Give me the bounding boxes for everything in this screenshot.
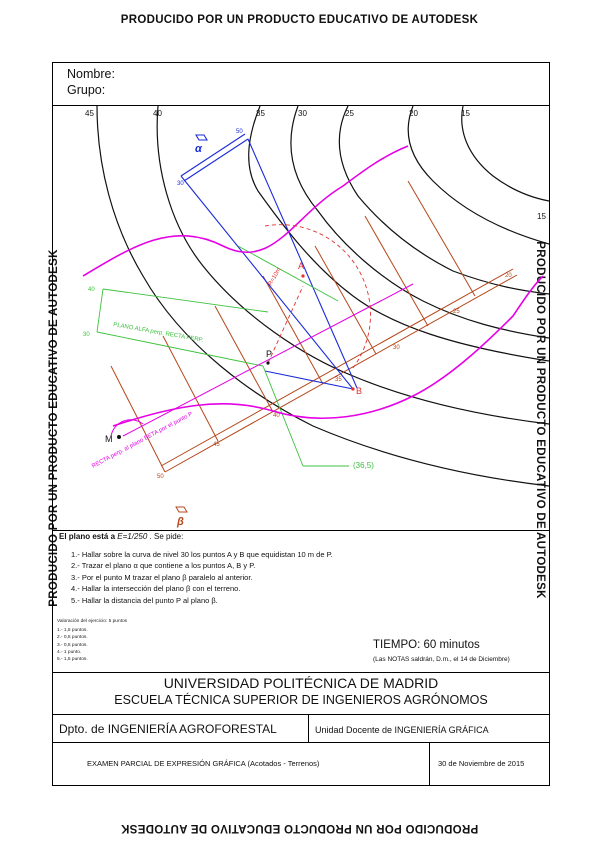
unit-label: Unidad Docente de INGENIERÍA GRÁFICA [315, 725, 489, 735]
contour-lines [96, 106, 549, 487]
beta-scale-40: 40 [273, 413, 280, 419]
watermark-bottom: PRODUCIDO POR UN PRODUCTO EDUCATIVO DE A… [120, 822, 479, 834]
step-2: 2.- Trazar el plano α que contiene a los… [71, 561, 256, 570]
beta-scale-45: 45 [213, 442, 220, 448]
auxiliary-construction [96, 245, 349, 467]
green-label-30: 30 [83, 332, 90, 338]
beta-plane [110, 180, 518, 473]
point-36-5-label: (36,5) [353, 461, 374, 470]
beta-scale-30: 30 [393, 345, 400, 351]
step-4: 4.- Hallar la intersección del plano β c… [71, 584, 241, 593]
beta-scale-25: 25 [453, 309, 460, 315]
beta-scale-35: 35 [335, 377, 342, 383]
point-p: P [266, 349, 272, 359]
alpha-plane [180, 133, 358, 390]
scoring-item: 4.- 1 punto. [57, 649, 82, 655]
divider [308, 714, 309, 742]
alpha-scale-30: 30 [177, 181, 184, 187]
school-title: ESCUELA TÉCNICA SUPERIOR DE INGENIEROS A… [114, 693, 488, 707]
divider [53, 530, 549, 531]
department-label: Dpto. de INGENIERÍA AGROFORESTAL [59, 722, 277, 736]
step-1: 1.- Hallar sobre la curva de nivel 30 lo… [71, 549, 333, 559]
watermark-top: PRODUCIDO POR UN PRODUCTO EDUCATIVO DE A… [120, 14, 479, 26]
notes-label: (Las NOTAS saldrán, D.m., el 14 de Dicie… [373, 656, 510, 663]
name-block: Nombre: Grupo: [67, 66, 115, 98]
points: P A B M [105, 261, 362, 444]
scoring-item: 2.- 0,5 puntos. [57, 635, 88, 641]
grupo-label: Grupo: [67, 83, 106, 97]
point-m: M [105, 434, 113, 444]
contour-label-20: 20 [409, 109, 418, 118]
scoring-title: Valoración del ejercicio: 5 puntos [57, 619, 128, 624]
point-a: A [298, 261, 304, 271]
point-b: B [356, 386, 362, 396]
contour-label-45: 45 [85, 109, 94, 118]
contour-label-25: 25 [345, 109, 354, 118]
step-3: 3.- Por el punto M trazar el plano β par… [71, 572, 253, 582]
beta-scale-20: 20 [505, 273, 512, 279]
scoring-block: Valoración del ejercicio: 5 puntos 1.- 1… [57, 618, 127, 663]
time-label: TIEMPO: 60 minutos [373, 639, 480, 651]
university-title: UNIVERSIDAD POLITÉCNICA DE MADRID [163, 675, 439, 691]
step-5: 5.- Hallar la distancia del punto P al p… [71, 595, 218, 605]
contour-label-right-15: 15 [537, 212, 546, 221]
divider [53, 672, 549, 673]
scoring-item: 1.- 1,5 puntos. [57, 628, 88, 634]
beta-label: β [176, 516, 184, 528]
scoring-item: 3.- 0,5 puntos. [57, 642, 88, 648]
exam-date: 30 de Noviembre de 2015 [438, 759, 525, 768]
divider [53, 714, 549, 715]
divider [429, 742, 430, 786]
radius-label: R=10m [268, 267, 283, 287]
contour-label-40: 40 [153, 109, 162, 118]
radius-circle [264, 224, 371, 369]
terrain-intersection [82, 145, 544, 437]
scoring-item: 5.- 1,5 puntos. [57, 657, 88, 663]
nombre-label: Nombre: [67, 67, 115, 81]
exam-sheet: Nombre: Grupo: 45 40 35 30 25 20 15 15 [52, 62, 550, 786]
exercise-statement: El plano está a E=1/250 . Se pide: 1.- H… [59, 531, 359, 606]
plane-alpha-perp-label: PLANO ALFA perp. RECTA PERP. [113, 322, 204, 344]
alpha-label: α [195, 143, 203, 155]
topographic-drawing: 45 40 35 30 25 20 15 15 50 45 40 35 30 [82, 106, 549, 528]
divider [53, 742, 549, 743]
alpha-scale-50: 50 [236, 129, 243, 135]
green-label-40: 40 [88, 287, 95, 293]
divider [53, 105, 549, 106]
contour-label-15: 15 [461, 109, 470, 118]
contour-label-35: 35 [256, 109, 265, 118]
contour-label-30: 30 [298, 109, 307, 118]
beta-scale-50: 50 [157, 474, 164, 480]
exam-title: EXAMEN PARCIAL DE EXPRESIÓN GRÁFICA (Aco… [87, 759, 320, 768]
statement-intro: El plano está a E=1/250 . Se pide: [59, 532, 184, 541]
